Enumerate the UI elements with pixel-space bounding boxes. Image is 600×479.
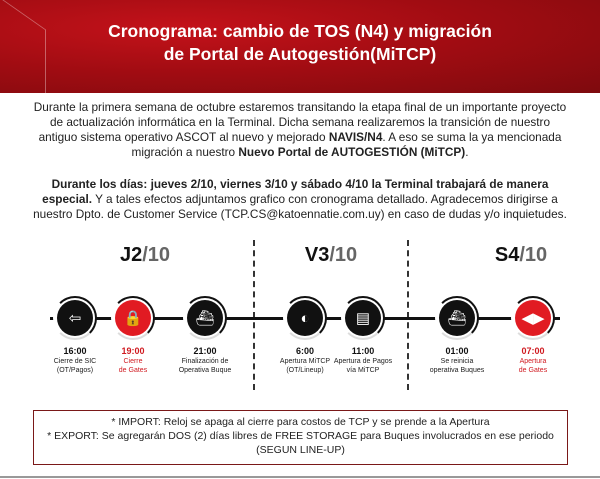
- event-desc: (OT/Pagos): [56, 367, 94, 374]
- header-banner: Cronograma: cambio de TOS (N4) y migraci…: [0, 0, 600, 93]
- note-import: * IMPORT: Reloj se apaga al cierre para …: [111, 416, 490, 428]
- lock-icon: 🔒: [115, 300, 151, 336]
- day-label-friday: V3/10: [304, 244, 358, 266]
- event-desc: Se reinicia: [440, 358, 474, 365]
- timeline-node: ◐: [283, 296, 327, 340]
- event-label: 01:00 Se reinicia operativa Buques: [412, 345, 502, 375]
- event-desc: Apertura: [519, 358, 547, 365]
- timeline-node: ▤: [341, 296, 385, 340]
- event-desc: de Gates: [518, 367, 548, 374]
- notice-paragraph: Durante los días: jueves 2/10, viernes 3…: [33, 177, 567, 221]
- ship-icon: ⛴: [439, 300, 475, 336]
- timeline-node: ◀▶: [511, 296, 555, 340]
- event-desc: Cierre: [123, 358, 143, 365]
- event-desc: Operativa Buque: [178, 367, 232, 374]
- arrows-open-icon: ◀▶: [515, 300, 551, 336]
- event-time: 11:00: [351, 346, 375, 356]
- event-label: 21:00 Finalización de Operativa Buque: [160, 345, 250, 375]
- event-desc: Apertura de Pagos: [333, 358, 393, 365]
- event-desc: operativa Buques: [429, 367, 485, 374]
- event-desc: de Gates: [118, 367, 148, 374]
- event-label: 6:00 Apertura MiTCP (OT/Lineup): [260, 345, 350, 375]
- timeline-node: ⛴: [435, 296, 479, 340]
- event-desc: Cierre de SIC: [53, 358, 97, 365]
- timeline-node: 🔒: [111, 296, 155, 340]
- timeline-node: ⛴: [183, 296, 227, 340]
- event-time: 16:00: [63, 346, 87, 356]
- event-label: 19:00 Cierre de Gates: [88, 345, 178, 375]
- event-desc: Apertura MiTCP: [279, 358, 331, 365]
- event-time: 19:00: [121, 346, 145, 356]
- event-desc: (OT/Lineup): [286, 367, 324, 374]
- event-label: 11:00 Apertura de Pagos vía MiTCP: [318, 345, 408, 375]
- day-label-thursday: J2/10: [119, 244, 171, 266]
- note-box: * IMPORT: Reloj se apaga al cierre para …: [33, 410, 568, 465]
- day-divider: [407, 240, 409, 390]
- event-desc: vía MiTCP: [346, 367, 380, 374]
- event-label: 07:00 Apertura de Gates: [488, 345, 578, 375]
- day-divider: [253, 240, 255, 390]
- ship-icon: ⛴: [187, 300, 223, 336]
- event-time: 6:00: [295, 346, 314, 356]
- page-title: Cronograma: cambio de TOS (N4) y migraci…: [108, 21, 492, 64]
- timeline-node: ⇦: [53, 296, 97, 340]
- event-label: 16:00 Cierre de SIC (OT/Pagos): [30, 345, 120, 375]
- note-export: * EXPORT: Se agregarán DOS (2) días libr…: [47, 430, 554, 456]
- bottom-rule: [0, 476, 600, 478]
- event-time: 07:00: [521, 346, 545, 356]
- event-time: 01:00: [445, 346, 469, 356]
- document-icon: ▤: [345, 300, 381, 336]
- event-desc: Finalización de: [181, 358, 229, 365]
- exit-door-icon: ⇦: [57, 300, 93, 336]
- toggle-icon: ◐: [287, 300, 323, 336]
- intro-paragraph: Durante la primera semana de octubre est…: [33, 100, 567, 159]
- event-time: 21:00: [193, 346, 217, 356]
- day-label-saturday: S4/10: [494, 244, 548, 266]
